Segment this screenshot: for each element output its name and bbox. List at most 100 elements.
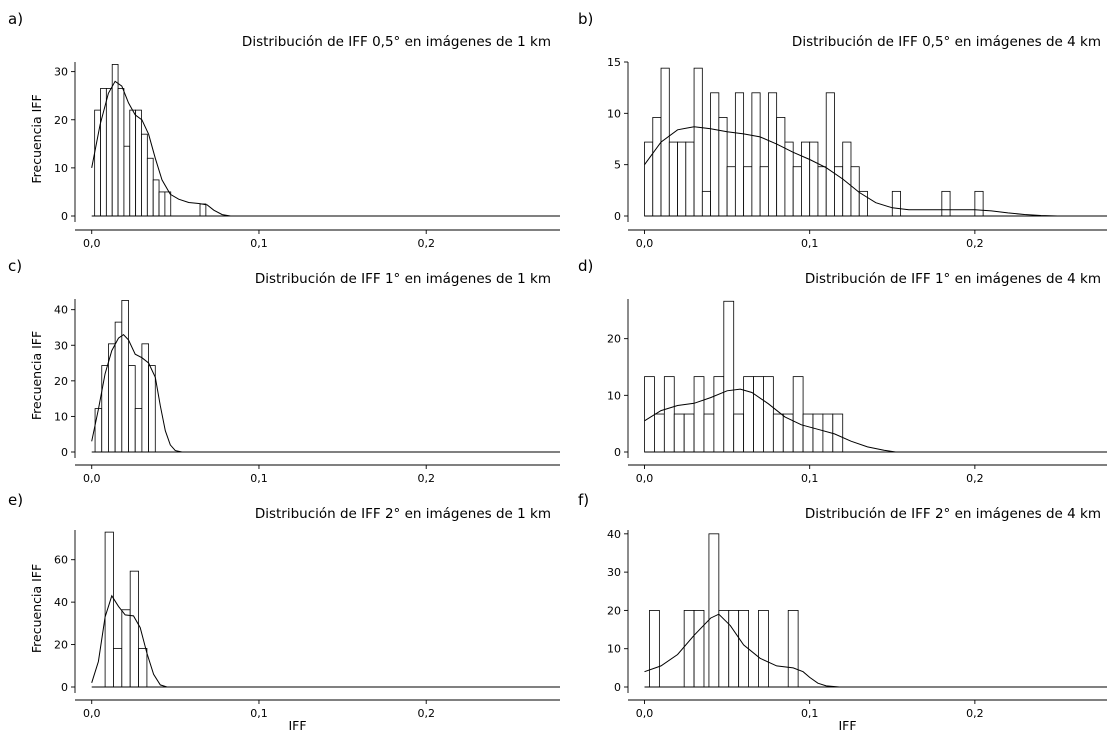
histogram-bar — [759, 166, 769, 217]
histogram-bar — [710, 92, 720, 217]
x-tick-label: 0,1 — [801, 707, 819, 720]
y-axis-label: Frecuencia IFF — [29, 94, 44, 183]
x-axis-label: IFF — [288, 718, 306, 733]
histogram-bar — [787, 610, 799, 688]
y-tick-label: 20 — [607, 333, 621, 346]
chart-title: Distribución de IFF 0,5° en imágenes de … — [242, 34, 551, 50]
histogram-bar — [134, 408, 143, 453]
histogram-bar — [100, 88, 107, 217]
panel-c: c) Distribución de IFF 1° en imágenes de … — [8, 257, 560, 485]
histogram-bar — [644, 376, 655, 453]
histogram-bar — [832, 413, 844, 453]
density-curve — [644, 126, 1107, 217]
histogram-bar — [693, 376, 705, 453]
density-curve — [91, 80, 560, 217]
panel-d: d) Distribución de IFF 1° en imágenes de … — [578, 257, 1107, 485]
histogram-bar — [767, 92, 778, 217]
panel-letter: b) — [578, 10, 593, 28]
histogram-bar — [683, 413, 695, 453]
histogram-bar — [734, 92, 745, 217]
y-tick-label: 30 — [54, 66, 68, 79]
panel-e: e) Distribución de IFF 2° en imágenes de … — [8, 491, 560, 733]
x-tick-label: 0,0 — [636, 472, 654, 485]
y-tick-label: 40 — [54, 304, 68, 317]
histogram-bar — [693, 67, 703, 217]
histogram-bar — [104, 531, 114, 688]
histogram-bar — [141, 133, 148, 217]
y-tick-label: 0 — [614, 210, 621, 223]
chart-title: Distribución de IFF 2° en imágenes de 4 … — [805, 506, 1101, 522]
histogram-bar — [660, 67, 670, 217]
histogram-bar — [129, 109, 137, 217]
density-curve — [91, 594, 560, 688]
y-tick-label: 10 — [54, 410, 68, 423]
histogram-bar — [974, 190, 984, 217]
histogram-bar — [677, 141, 687, 217]
histogram-bar — [792, 376, 804, 453]
x-tick-label: 0,2 — [417, 707, 435, 720]
panel-f: f) Distribución de IFF 2° en imágenes de … — [578, 491, 1107, 733]
x-tick-label: 0,2 — [966, 472, 984, 485]
y-tick-label: 10 — [54, 162, 68, 175]
histogram-bar — [802, 413, 814, 453]
histogram-bar — [784, 141, 794, 217]
density-curve — [644, 613, 1107, 688]
histogram-bar — [683, 610, 695, 688]
histogram-bar — [753, 376, 764, 453]
x-tick-label: 0,1 — [801, 237, 819, 250]
y-tick-label: 0 — [61, 446, 68, 459]
panel-letter: a) — [8, 10, 23, 28]
panel-b: b) Distribución de IFF 0,5° en imágenes d… — [578, 10, 1107, 250]
x-tick-label: 0,0 — [83, 237, 101, 250]
histogram-bar — [809, 141, 819, 217]
panel-a: a) Distribución de IFF 0,5° en imágenes d… — [8, 10, 560, 250]
histogram-bar — [812, 413, 824, 453]
histogram-bar — [105, 88, 113, 217]
histogram-bar — [121, 300, 129, 453]
histogram-bar — [708, 533, 720, 688]
y-axis-label: Frecuencia IFF — [29, 331, 44, 420]
panel-letter: d) — [578, 257, 593, 275]
y-tick-label: 10 — [607, 107, 621, 120]
histogram-bar — [738, 610, 749, 688]
y-tick-label: 10 — [607, 643, 621, 656]
x-tick-label: 0,1 — [801, 472, 819, 485]
x-tick-label: 0,1 — [250, 472, 268, 485]
x-tick-label: 0,1 — [250, 707, 268, 720]
histogram-bar — [152, 179, 160, 217]
histogram-bar — [123, 145, 131, 217]
panel-letter: e) — [8, 491, 23, 509]
histogram-bar — [772, 413, 784, 453]
chart-title: Distribución de IFF 2° en imágenes de 1 … — [255, 506, 551, 522]
y-tick-label: 20 — [54, 375, 68, 388]
x-tick-label: 0,0 — [636, 237, 654, 250]
histogram-bar — [158, 191, 166, 217]
y-tick-label: 20 — [54, 114, 68, 127]
histogram-bar — [758, 610, 769, 688]
histogram-bar — [148, 365, 156, 453]
density-curve — [644, 388, 1107, 453]
histogram-bar — [649, 610, 660, 688]
y-tick-label: 30 — [54, 339, 68, 352]
y-tick-label: 0 — [61, 681, 68, 694]
x-tick-label: 0,1 — [250, 237, 268, 250]
histogram-bar — [652, 117, 662, 217]
histogram-bar — [726, 166, 736, 217]
y-tick-label: 0 — [614, 681, 621, 694]
histogram-bar — [713, 376, 725, 453]
histogram-bar — [138, 647, 148, 688]
y-tick-label: 15 — [607, 56, 621, 69]
histogram-bar — [825, 92, 835, 217]
histogram-bar — [763, 376, 774, 453]
histogram-bar — [644, 141, 654, 217]
x-tick-label: 0,0 — [636, 707, 654, 720]
x-tick-label: 0,0 — [83, 472, 101, 485]
panel-letter: c) — [8, 257, 22, 275]
y-tick-label: 0 — [61, 210, 68, 223]
histogram-bar — [776, 117, 786, 217]
histogram-bar — [146, 157, 154, 217]
histogram-bar — [121, 609, 131, 688]
histogram-bar — [723, 300, 735, 453]
histogram-bar — [685, 141, 695, 217]
